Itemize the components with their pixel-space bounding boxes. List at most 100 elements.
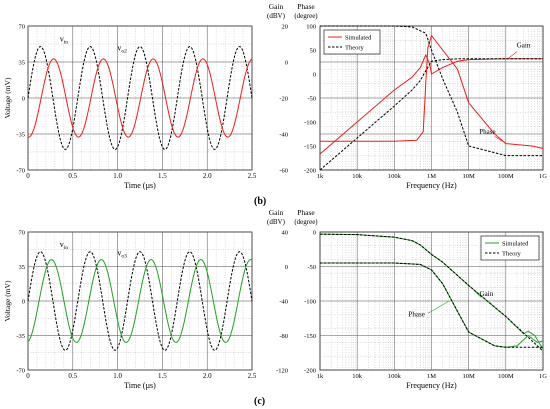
b_bode-legend-simulated: Simulated <box>345 35 372 42</box>
c_bode-xlabel: Frequency (Hz) <box>406 381 457 390</box>
b_bode-legend-theory: Theory <box>345 45 365 52</box>
c_bode-annot-gain-leader <box>473 290 482 298</box>
c_bode-y2tick: 0 <box>313 230 316 237</box>
b_bode-y2tick: -200 <box>304 168 316 175</box>
c_bode-y1tick: -120 <box>276 368 288 375</box>
c_time-annot-in: vin <box>60 240 69 251</box>
c_time-xtick: 2.0 <box>203 372 212 380</box>
b_bode-xtick: 1G <box>539 173 547 180</box>
c_bode-y1title: Gain <box>269 208 284 217</box>
b_bode-y2tick: -50 <box>307 96 316 103</box>
c_bode-legend: Simulated Theory <box>480 235 540 261</box>
c_bode-legend-theory: Theory <box>502 251 522 258</box>
b_time-xlabel: Time (µs) <box>124 181 156 190</box>
b_time-ylabel: Voltage (mV) <box>3 77 12 118</box>
c_bode-y2tick: -200 <box>304 368 316 375</box>
b_bode-legend: Simulated Theory <box>323 29 381 55</box>
b_time-xtick: 1.5 <box>158 172 167 180</box>
b_bode-plot <box>319 25 544 171</box>
c_bode-xtick: 10M <box>463 373 476 380</box>
c_bode-xtick: 1k <box>317 373 324 380</box>
c_bode-annot-phase-leader <box>427 300 450 314</box>
c_bode-xtick: 100k <box>388 373 402 380</box>
b_time-plot <box>27 25 253 171</box>
c_bode-y1tick: 40 <box>282 230 289 237</box>
b_bode-y1tick: 0 <box>285 60 288 67</box>
b_time-annot-o2: vo2 <box>117 44 127 55</box>
c_time-xlabel: Time (µs) <box>124 381 156 390</box>
c_bode-y2tick: -150 <box>304 333 316 340</box>
b_bode-xtick: 1M <box>427 173 436 180</box>
b_bode-y2tick: 0 <box>313 72 316 79</box>
b_time-xtick: 1.0 <box>113 172 122 180</box>
b_bode-legend-box <box>323 29 381 55</box>
b_bode-annot-phase: Phase <box>479 128 495 136</box>
b_time-ytick: 35 <box>19 60 26 67</box>
c_bode-y2unit: (degree) <box>294 218 318 226</box>
panel-label-c: (c) <box>254 396 266 407</box>
c_bode-annot-phase: Phase <box>409 310 425 318</box>
b_bode-y1tick: 20 <box>282 24 289 31</box>
c_bode-xtick: 1G <box>539 373 547 380</box>
b_time-ytick: -70 <box>16 168 25 175</box>
c_bode-legend-box <box>480 235 540 261</box>
b_time-xtick: 2.5 <box>248 172 257 180</box>
c_time-xtick: 2.5 <box>248 372 257 380</box>
c_time-xtick: 0.5 <box>68 372 77 380</box>
c_time-ytick: 35 <box>19 264 26 271</box>
c_time-ytick: 0 <box>22 299 25 306</box>
b_bode-y1title: Gain <box>269 2 284 11</box>
b_time-ytick: 0 <box>22 96 25 103</box>
c_bode-phase-theory <box>320 262 543 348</box>
b_bode-phase-simulated <box>320 35 544 149</box>
b_bode-y2tick: -150 <box>304 144 316 151</box>
b_bode-y1tick: -40 <box>279 132 288 139</box>
b_bode-y2title: Phase <box>297 2 315 11</box>
b_bode-y2unit: (degree) <box>294 12 318 20</box>
b_bode-xtick: 100k <box>388 173 402 180</box>
c_bode-y1tick: -40 <box>279 299 288 306</box>
b_time-xtick: 0 <box>26 172 30 180</box>
b_bode-y2tick: -100 <box>304 120 316 127</box>
b_bode-y2tick: 100 <box>306 24 316 31</box>
c_time-xtick: 1.0 <box>113 372 122 380</box>
b_bode-xtick: 10k <box>352 173 363 180</box>
c_time-series-v_o3 <box>27 259 253 343</box>
b_time-ytick: -35 <box>16 132 25 139</box>
c_time-ylabel: Voltage (mV) <box>3 280 12 321</box>
b_time-annot-in: vin <box>60 34 69 45</box>
b_time-xtick: 2.0 <box>203 172 212 180</box>
c_bode-annot-gain: Gain <box>480 290 494 298</box>
c_bode-y1tick: 0 <box>285 264 288 271</box>
b_bode-xtick: 10M <box>463 173 476 180</box>
c_bode-legend-simulated: Simulated <box>502 241 529 248</box>
c_bode-y2tick: -100 <box>304 299 316 306</box>
b_bode-y1tick: -20 <box>279 96 288 103</box>
c_bode-xtick: 1M <box>427 373 436 380</box>
b_time-xtick: 0.5 <box>68 172 77 180</box>
b_bode-phase-theory <box>320 25 543 157</box>
b_bode-y1unit: (dBV) <box>267 12 286 20</box>
b_bode-y2tick: 50 <box>310 48 317 55</box>
c_time-xtick: 1.5 <box>158 372 167 380</box>
c_bode-xtick: 100M <box>498 373 514 380</box>
b_time-series-v_o2 <box>27 58 253 138</box>
c_time-xtick: 0 <box>26 372 30 380</box>
b_bode-xtick: 100M <box>498 173 514 180</box>
panel-label-b: (b) <box>254 196 267 207</box>
b_bode-annot-phase-leader <box>494 136 503 142</box>
b_bode-y1tick: -60 <box>279 168 288 175</box>
b_bode-annot-gain: Gain <box>517 41 531 49</box>
b_time-ytick: 70 <box>19 24 26 31</box>
c_bode-y1tick: -80 <box>279 333 288 340</box>
b_time-series-v_in <box>27 46 253 150</box>
b_bode-gain-theory <box>319 58 543 171</box>
b_bode-xlabel: Frequency (Hz) <box>406 181 457 190</box>
c_time-annot-o3: vo3 <box>117 249 127 260</box>
c_bode-gain-theory <box>319 233 544 352</box>
b_bode-annot-gain-leader <box>508 51 518 59</box>
c_bode-xtick: 10k <box>352 373 363 380</box>
c_bode-y1unit: (dBV) <box>267 218 286 226</box>
c_bode-y2title: Phase <box>297 208 315 217</box>
